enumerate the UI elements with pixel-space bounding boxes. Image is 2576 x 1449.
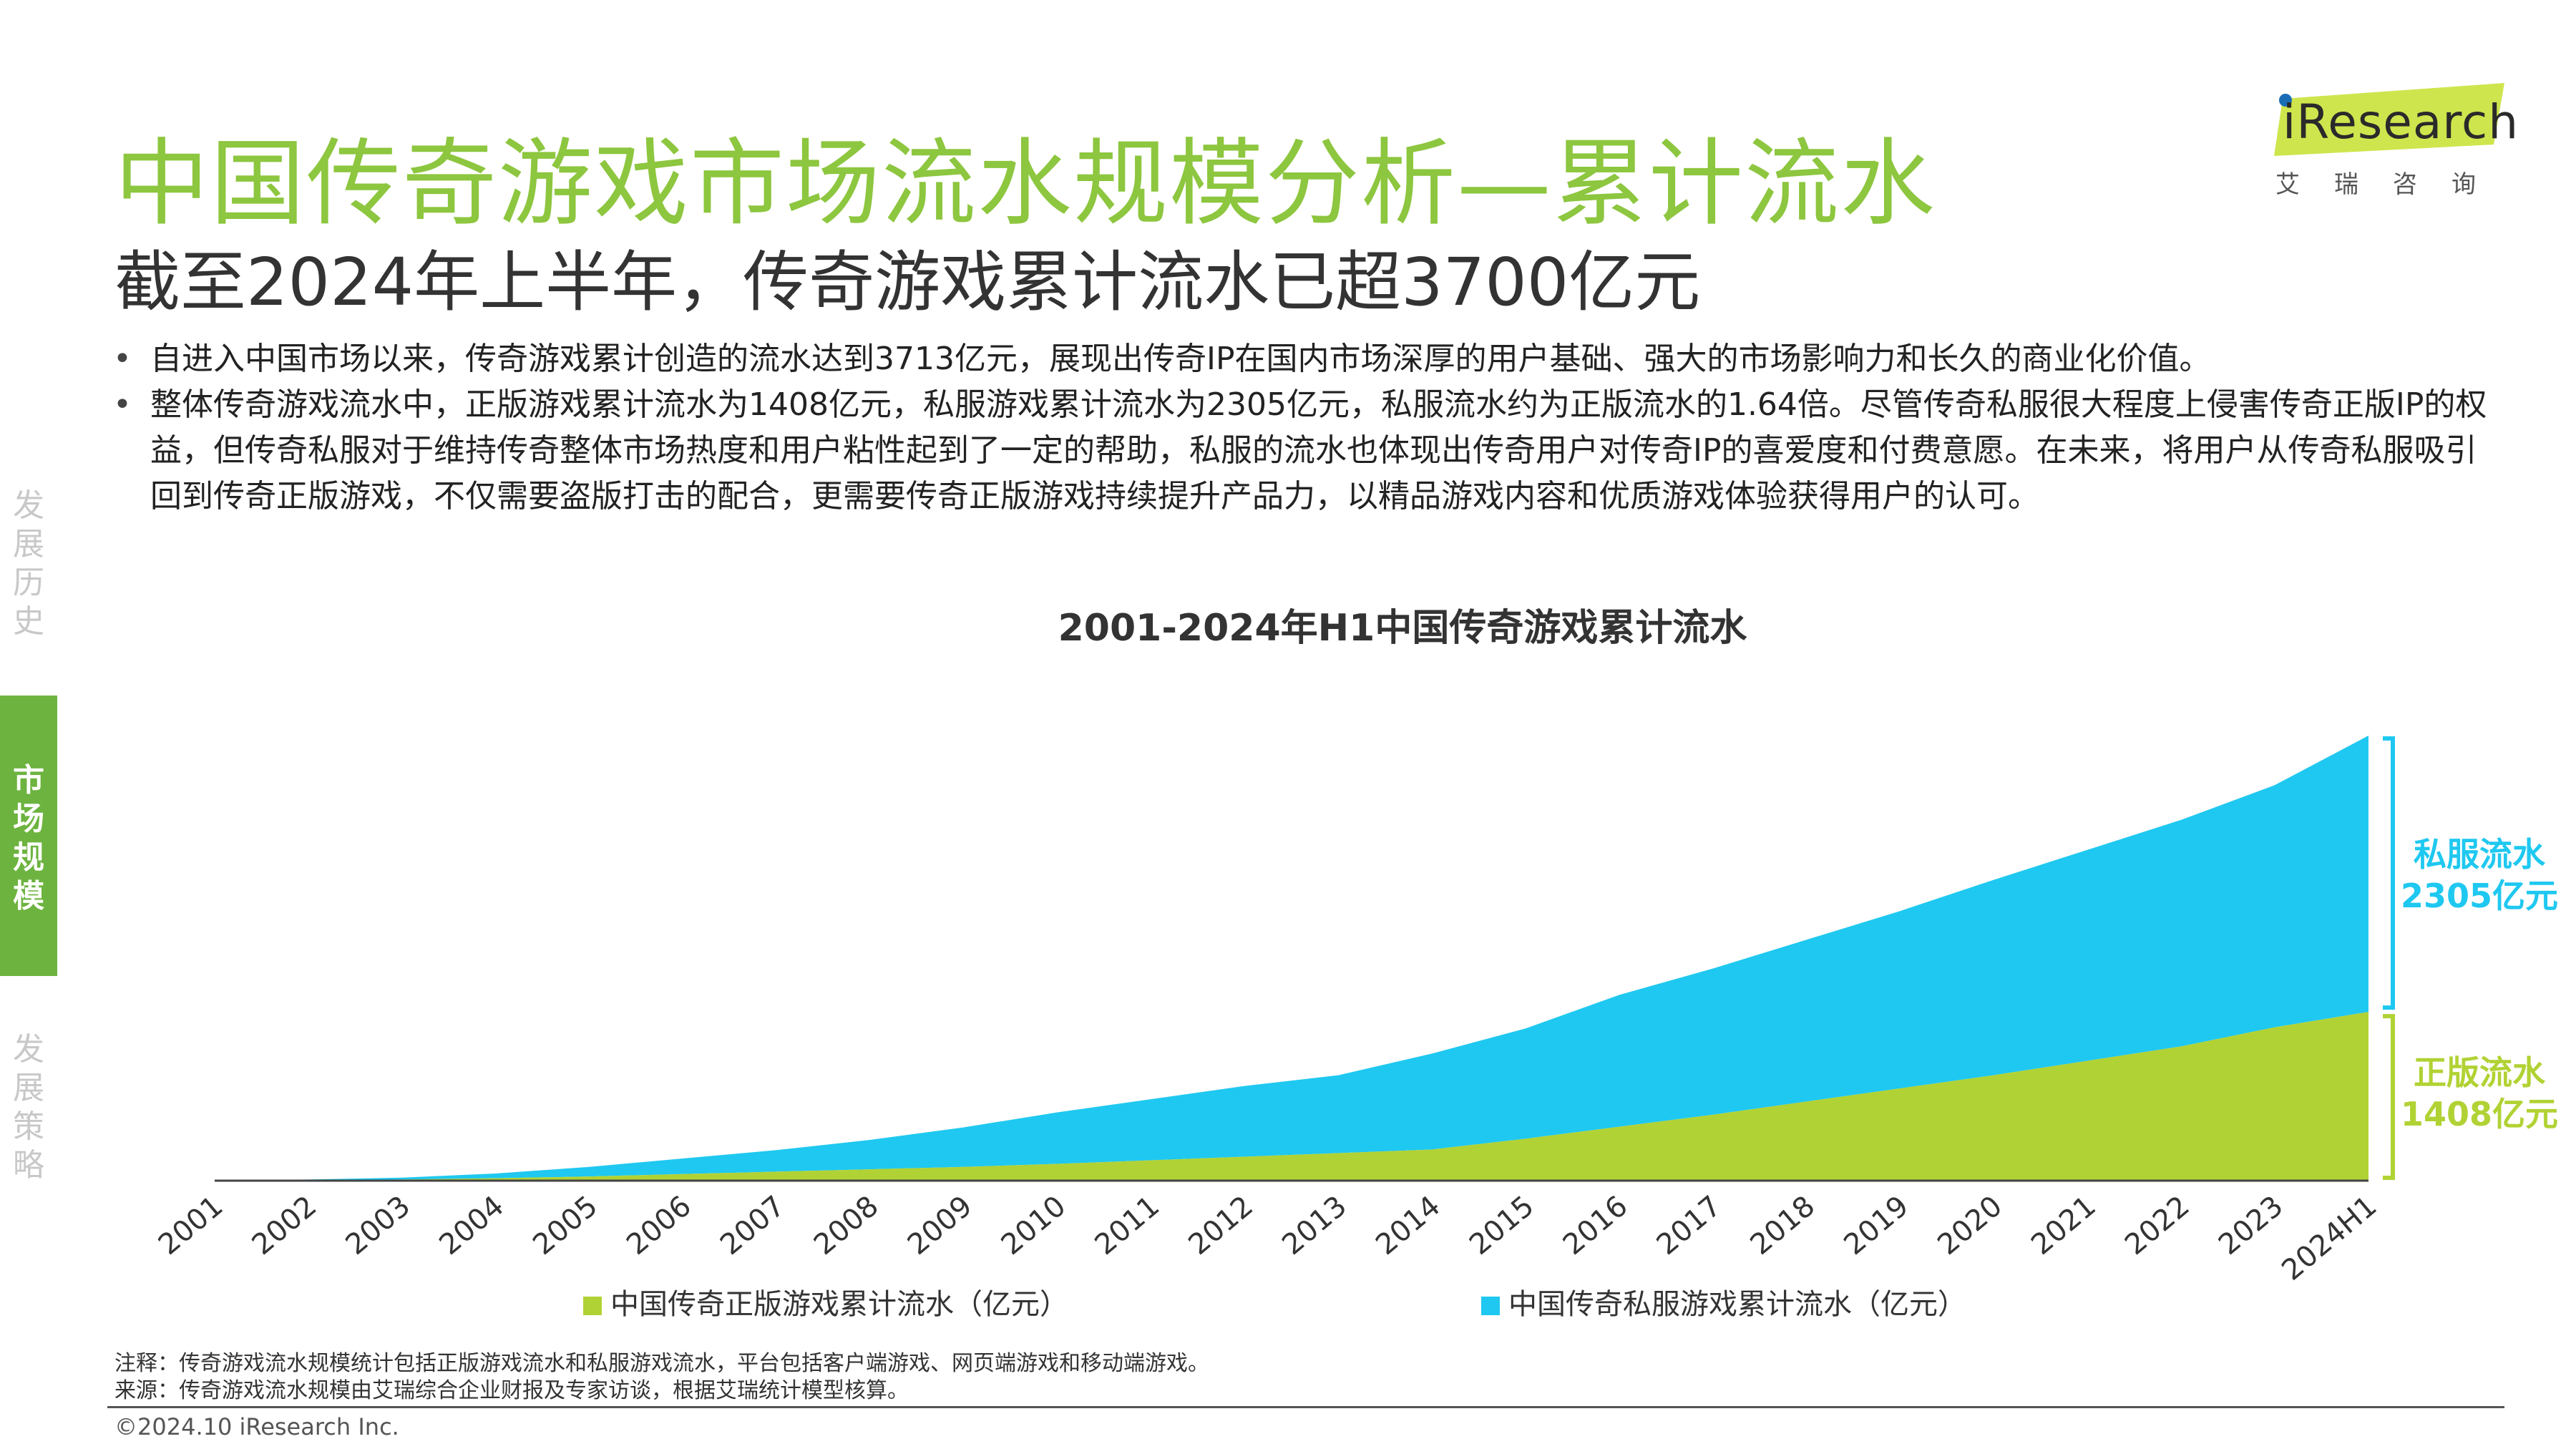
x-tick-label: 2018	[1745, 1189, 1822, 1262]
x-tick-label: 2021	[2025, 1189, 2102, 1262]
sidenav-label: 市场规模	[13, 762, 44, 914]
legend-item-private: 中国传奇私服游戏累计流水（亿元）	[1481, 1281, 1966, 1322]
x-tick-label: 2011	[1089, 1189, 1166, 1262]
chart-note: 注释：传奇游戏流水规模统计包括正版游戏流水和私服游戏流水，平台包括客户端游戏、网…	[114, 1351, 1209, 1376]
annotation-official-label: 正版流水	[2414, 1053, 2545, 1092]
x-tick-label: 2019	[1838, 1189, 1916, 1262]
annotation-official-value: 1408亿元	[2400, 1095, 2559, 1133]
iresearch-logo: iResearch 艾瑞咨询	[2261, 79, 2519, 200]
x-tick-label: 2001	[152, 1189, 230, 1262]
bullet-item: 整体传奇游戏流水中，正版游戏累计流水为1408亿元，私服游戏累计流水为2305亿…	[107, 382, 2504, 519]
x-tick-label: 2016	[1557, 1189, 1634, 1262]
brace-private	[2383, 736, 2395, 1010]
x-tick-label: 2007	[714, 1189, 791, 1262]
x-tick-label: 2023	[2212, 1189, 2290, 1262]
chart-source: 来源：传奇游戏流水规模由艾瑞综合企业财报及专家访谈，根据艾瑞统计模型核算。	[114, 1378, 909, 1403]
x-tick-label: 2006	[620, 1189, 698, 1262]
series-area-official	[215, 1012, 2368, 1181]
legend-label: 中国传奇正版游戏累计流水（亿元）	[610, 1288, 1068, 1321]
x-tick-label: 2008	[808, 1189, 885, 1262]
sidenav-label: 发展历史	[13, 487, 44, 640]
x-tick-label: 2010	[995, 1189, 1073, 1262]
x-tick-label: 2024H1	[2275, 1189, 2383, 1287]
annotation-private: 私服流水 2305亿元	[2394, 834, 2565, 917]
brace-official	[2383, 1014, 2395, 1180]
annotation-private-value: 2305亿元	[2400, 877, 2559, 915]
x-tick-label: 2013	[1276, 1189, 1353, 1262]
x-tick-label: 2017	[1651, 1189, 1728, 1262]
summary-bullets: 自进入中国市场以来，传奇游戏累计创造的流水达到3713亿元，展现出传奇IP在国内…	[107, 336, 2504, 519]
sidenav-item-market-size[interactable]: 市场规模	[0, 696, 57, 976]
legend-swatch	[1481, 1297, 1500, 1315]
legend-label: 中国传奇私服游戏累计流水（亿元）	[1508, 1288, 1966, 1321]
series-area-private	[215, 736, 2368, 1181]
sidenav-item-strategy[interactable]: 发展策略	[0, 1030, 57, 1195]
logo-swoosh-icon	[2274, 83, 2504, 156]
x-tick-label: 2012	[1182, 1189, 1259, 1262]
sidenav-label: 发展策略	[13, 1031, 44, 1184]
x-tick-label: 2003	[340, 1189, 417, 1262]
annotation-official: 正版流水 1408亿元	[2394, 1052, 2565, 1135]
page-title: 中国传奇游戏市场流水规模分析—累计流水	[114, 129, 1936, 239]
x-tick-label: 2005	[527, 1189, 604, 1262]
logo-brand: iResearch	[2283, 94, 2519, 150]
copyright: ©2024.10 iResearch Inc.	[114, 1413, 399, 1440]
sidenav-item-history[interactable]: 发展历史	[0, 472, 57, 640]
x-tick-label: 2004	[433, 1189, 510, 1262]
x-tick-label: 2014	[1370, 1189, 1447, 1262]
page-subtitle: 截至2024年上半年，传奇游戏累计流水已超3700亿元	[114, 244, 1701, 321]
legend-swatch	[583, 1297, 602, 1315]
chart-title: 2001-2024年H1中国传奇游戏累计流水	[1058, 607, 1747, 650]
x-tick-label: 2002	[246, 1189, 323, 1262]
x-tick-label: 2015	[1463, 1189, 1541, 1262]
footer-divider	[107, 1406, 2504, 1408]
legend-item-official: 中国传奇正版游戏累计流水（亿元）	[583, 1281, 1068, 1322]
x-tick-label: 2022	[2119, 1189, 2196, 1262]
bullet-item: 自进入中国市场以来，传奇游戏累计创造的流水达到3713亿元，展现出传奇IP在国内…	[107, 336, 2504, 382]
annotation-private-label: 私服流水	[2414, 835, 2545, 874]
x-tick-label: 2009	[902, 1189, 979, 1262]
x-tick-label: 2020	[1931, 1189, 2009, 1262]
logo-subtext: 艾瑞咨询	[2275, 170, 2510, 199]
